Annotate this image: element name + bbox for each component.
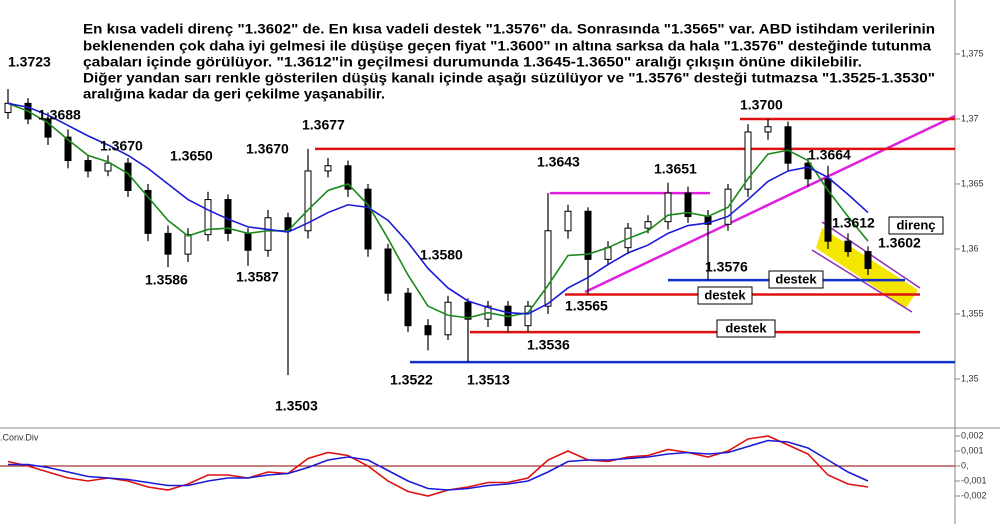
y-tick-label: 1,375: [961, 48, 984, 58]
candle-body: [804, 162, 812, 180]
price-annotation: 1.3677: [302, 117, 345, 133]
price-annotation: 1.3602: [878, 235, 921, 251]
price-annotation: 1.3536: [527, 337, 570, 353]
price-annotation: 1.3723: [8, 54, 51, 70]
y-tick-label: 0,001: [961, 445, 984, 455]
price-annotation: 1.3522: [390, 372, 433, 388]
price-annotation: 1.3503: [275, 398, 318, 414]
price-annotation: 1.3586: [145, 272, 188, 288]
price-annotation: 1.3643: [537, 154, 580, 170]
y-tick-label: 1,36: [961, 243, 979, 253]
candle-body: [184, 234, 192, 255]
y-tick-label: 1,35: [961, 373, 979, 383]
candle-body: [864, 251, 872, 269]
candle-body: [544, 230, 552, 307]
y-tick-label: 0,002: [961, 430, 984, 440]
price-annotation: 1.3664: [808, 147, 851, 163]
price-annotation: 1.3565: [565, 298, 608, 314]
price-annotation: 1.3651: [654, 161, 697, 177]
candle-body: [684, 192, 692, 217]
box-label: destek: [725, 320, 767, 335]
candle-body: [564, 210, 572, 232]
price-annotation: 1.3670: [100, 138, 143, 154]
label-box: [768, 270, 824, 289]
y-tick-label: 1,37: [961, 113, 979, 123]
y-tick-label: 1,365: [961, 178, 984, 188]
candle-body: [344, 165, 352, 190]
candle-body: [304, 170, 312, 232]
price-annotation: 1.3513: [467, 372, 510, 388]
candle-body: [824, 178, 832, 242]
note-line: çabaları içinde görülüyor. "1.3612"in ge…: [83, 55, 862, 70]
series-line: [7, 102, 869, 319]
candle-body: [404, 292, 412, 327]
box-label: direnç: [896, 217, 935, 232]
note-line: En kısa vadeli direnç "1.3602" de. En kı…: [83, 22, 935, 37]
candle-body: [584, 210, 592, 260]
price-annotation: 1.3688: [38, 107, 81, 123]
candle-body: [324, 165, 332, 172]
candle-body: [224, 199, 232, 234]
annotation-layer: En kısa vadeli direnç "1.3602" de. En kı…: [83, 22, 944, 338]
candle-body: [524, 305, 532, 327]
candle-body: [64, 136, 72, 162]
price-annotation: 1.3587: [236, 269, 279, 285]
candle-body: [424, 325, 432, 336]
price-annotation: 1.3650: [170, 148, 213, 164]
label-box: [716, 319, 776, 338]
candle-body: [204, 199, 212, 236]
box-label: destek: [704, 287, 746, 302]
panel-title: .Conv.Div: [0, 432, 39, 442]
candle-body: [364, 188, 372, 250]
candle-body: [264, 217, 272, 251]
candle-body: [44, 118, 52, 138]
box-label: destek: [775, 271, 817, 286]
candle-body: [644, 221, 652, 229]
price-annotation: 1.3700: [740, 97, 783, 113]
candle-body: [784, 126, 792, 164]
series-line: [7, 102, 869, 315]
price-annotation: 1.3580: [420, 247, 463, 263]
y-tick-label: -0,002: [961, 490, 987, 500]
candle-body: [104, 162, 112, 172]
note-line: beklenenden çok daha iyi gelmesi ile düş…: [83, 39, 932, 54]
note-line: aralığına kadar da geri çekilme yaşanabi…: [83, 87, 385, 102]
note-line: Diğer yandan sarı renkle gösterilen düşü…: [83, 71, 935, 86]
y-tick-label: -0,001: [961, 475, 987, 485]
candle-body: [604, 247, 612, 260]
candle-body: [464, 301, 472, 320]
price-annotation: 1.3612: [832, 215, 875, 231]
series-line: [8, 439, 869, 491]
candle-body: [144, 189, 152, 234]
candle-body: [84, 160, 92, 172]
y-tick-label: 0,: [961, 460, 969, 470]
candle-body: [664, 192, 672, 223]
candle-body: [244, 232, 252, 251]
candle-body: [444, 301, 452, 336]
price-annotation: 1.3576: [705, 259, 748, 275]
y-tick-label: 1,355: [961, 308, 984, 318]
price-annotation: 1.3670: [246, 141, 289, 157]
label-box: [888, 216, 944, 235]
label-box: [697, 286, 753, 305]
candle-body: [164, 232, 172, 255]
trend-line: [584, 114, 956, 294]
candle-body: [844, 240, 852, 253]
candle-body: [384, 248, 392, 294]
candle-body: [744, 131, 752, 190]
candle-body: [764, 126, 772, 133]
